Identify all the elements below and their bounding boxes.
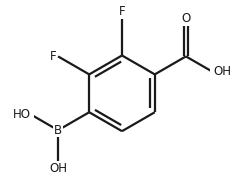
Text: F: F	[119, 5, 125, 18]
Text: OH: OH	[214, 65, 232, 78]
Text: F: F	[50, 50, 57, 63]
Text: B: B	[54, 124, 62, 137]
Text: OH: OH	[49, 162, 67, 175]
Text: O: O	[181, 12, 191, 25]
Text: HO: HO	[12, 108, 30, 121]
